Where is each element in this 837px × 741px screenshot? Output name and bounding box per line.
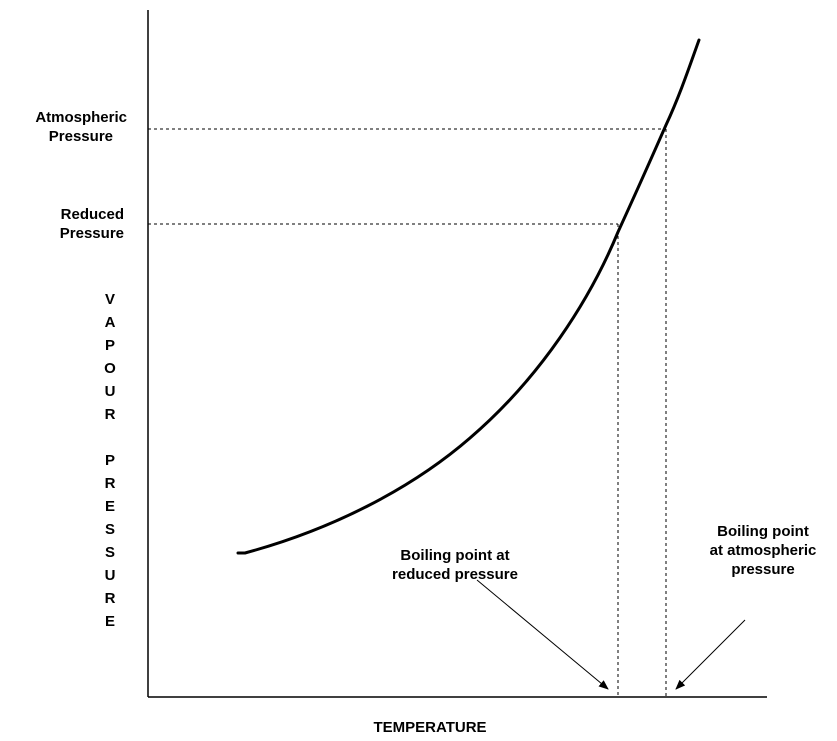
y-axis-label-letter: U xyxy=(104,567,116,584)
reduced-boiling-arrow xyxy=(476,579,609,690)
atmospheric-boiling-point-label-line3: pressure xyxy=(731,561,795,578)
y-axis-label-letter: V xyxy=(104,291,115,308)
reduced-boiling-point-label: Boiling point at reduced pressure xyxy=(360,546,550,584)
reduced-boiling-point-label-line2: reduced pressure xyxy=(392,566,518,583)
atmospheric-boiling-point-label-line1: Boiling point xyxy=(717,523,809,540)
reduced-pressure-label-line1: Reduced xyxy=(60,206,124,223)
reduced-pressure-label: Reduced Pressure xyxy=(0,205,124,243)
reduced-boiling-point-label-line1: Boiling point at xyxy=(400,547,510,564)
y-axis-label-letter: A xyxy=(104,314,116,331)
y-axis-label-letter: S xyxy=(104,544,115,561)
y-axis-label-letter: P xyxy=(104,337,115,354)
y-axis-label-letter: E xyxy=(104,613,115,630)
vapour-pressure-curve xyxy=(236,38,701,555)
y-axis-label-letter: R xyxy=(104,590,116,607)
x-axis-label: TEMPERATURE xyxy=(373,719,487,736)
y-axis-label-letter: R xyxy=(104,406,116,423)
y-axis-label-letter: O xyxy=(104,360,116,377)
atmospheric-boiling-arrow xyxy=(675,619,746,690)
atmospheric-pressure-label-line1: Atmospheric xyxy=(35,109,127,126)
reduced-pressure-label-line2: Pressure xyxy=(59,225,124,242)
y-axis-label-letter: S xyxy=(104,521,115,538)
y-axis-label-letter: E xyxy=(104,498,115,515)
y-axis-label-letter: U xyxy=(104,383,116,400)
atmospheric-boiling-point-label: Boiling point at atmospheric pressure xyxy=(690,522,836,579)
y-axis-label-letter: R xyxy=(104,475,116,492)
atmospheric-pressure-label-line2: Pressure xyxy=(48,128,113,145)
atmospheric-boiling-point-label-line2: at atmospheric xyxy=(709,542,817,559)
atmospheric-pressure-label: Atmospheric Pressure xyxy=(0,108,127,146)
y-axis-label-letter: P xyxy=(104,452,115,469)
